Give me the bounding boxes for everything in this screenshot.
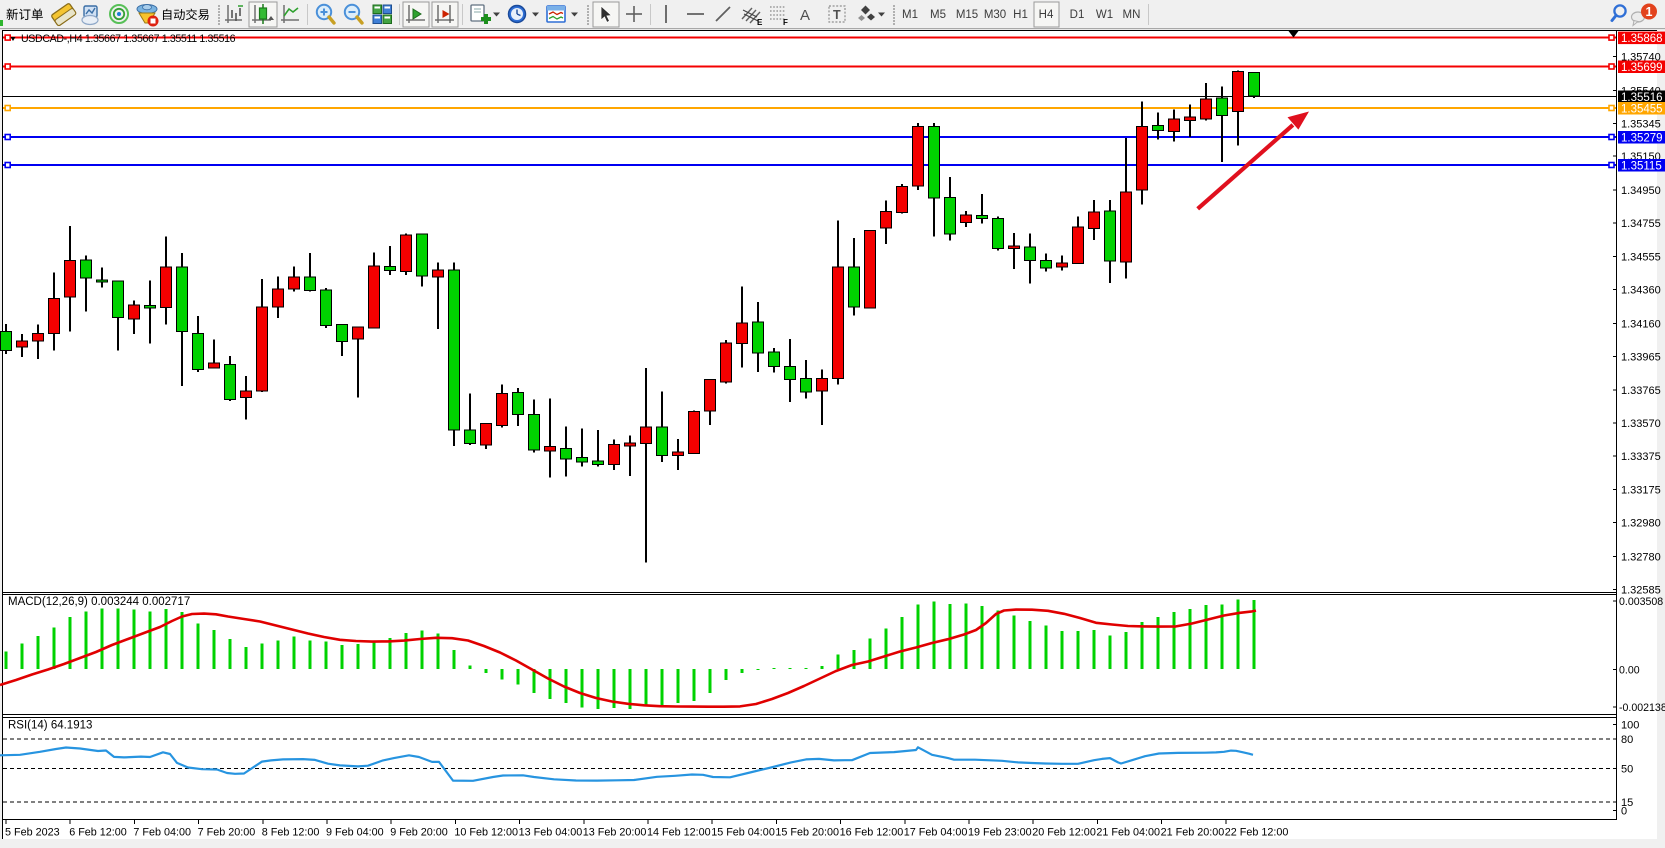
svg-text:M30: M30 [984, 9, 1006, 21]
svg-text:1.35345: 1.35345 [1621, 118, 1661, 130]
svg-text:19 Feb 23:00: 19 Feb 23:00 [968, 827, 1032, 839]
svg-text:1.34160: 1.34160 [1621, 318, 1661, 330]
svg-text:1.33965: 1.33965 [1621, 351, 1661, 363]
svg-text:A: A [800, 7, 810, 24]
svg-text:-0.002138: -0.002138 [1619, 702, 1665, 714]
svg-text:W1: W1 [1096, 9, 1113, 21]
svg-text:M5: M5 [930, 9, 946, 21]
svg-text:1.33570: 1.33570 [1621, 418, 1661, 430]
svg-text:7 Feb 20:00: 7 Feb 20:00 [198, 827, 256, 839]
svg-text:D1: D1 [1070, 9, 1085, 21]
svg-text:1.33375: 1.33375 [1621, 451, 1661, 463]
svg-text:1.32980: 1.32980 [1621, 518, 1661, 530]
svg-text:1.35115: 1.35115 [1621, 160, 1662, 172]
svg-text:17 Feb 04:00: 17 Feb 04:00 [904, 827, 968, 839]
svg-text:1.35455: 1.35455 [1621, 103, 1663, 115]
svg-text:9 Feb 20:00: 9 Feb 20:00 [390, 827, 448, 839]
svg-text:MN: MN [1123, 9, 1141, 21]
svg-text:1.33175: 1.33175 [1621, 485, 1661, 497]
svg-text:16 Feb 12:00: 16 Feb 12:00 [840, 827, 904, 839]
svg-text:T: T [833, 8, 841, 22]
svg-text:1.35279: 1.35279 [1621, 132, 1663, 144]
svg-text:1.35516: 1.35516 [1621, 92, 1663, 104]
svg-text:21 Feb 04:00: 21 Feb 04:00 [1096, 827, 1160, 839]
svg-text:H4: H4 [1039, 9, 1054, 21]
svg-text:1.34360: 1.34360 [1621, 285, 1661, 297]
svg-text:5 Feb 2023: 5 Feb 2023 [5, 827, 60, 839]
svg-text:0.003508: 0.003508 [1619, 596, 1663, 608]
svg-text:22 Feb 12:00: 22 Feb 12:00 [1225, 827, 1289, 839]
svg-text:1.34555: 1.34555 [1621, 252, 1661, 264]
svg-text:10 Feb 12:00: 10 Feb 12:00 [454, 827, 518, 839]
svg-text:F: F [783, 18, 788, 27]
svg-text:8 Feb 12:00: 8 Feb 12:00 [262, 827, 320, 839]
svg-text:1.32585: 1.32585 [1621, 584, 1661, 596]
svg-text:15 Feb 20:00: 15 Feb 20:00 [775, 827, 839, 839]
svg-text:100: 100 [1621, 720, 1639, 732]
svg-text:13 Feb 04:00: 13 Feb 04:00 [519, 827, 583, 839]
svg-text:M15: M15 [956, 9, 978, 21]
svg-text:1: 1 [1646, 5, 1653, 19]
svg-text:13 Feb 20:00: 13 Feb 20:00 [583, 827, 647, 839]
svg-text:9 Feb 04:00: 9 Feb 04:00 [326, 827, 384, 839]
svg-text:50: 50 [1621, 764, 1633, 776]
svg-text:1.34950: 1.34950 [1621, 185, 1661, 197]
svg-text:6 Feb 12:00: 6 Feb 12:00 [69, 827, 127, 839]
svg-text:1.35699: 1.35699 [1621, 62, 1663, 74]
svg-text:USDCAD-,H4 1.35667 1.35667 1.: USDCAD-,H4 1.35667 1.35667 1.35511 1.355… [21, 33, 236, 45]
svg-text:E: E [757, 18, 763, 27]
svg-text:1.35868: 1.35868 [1621, 33, 1663, 45]
svg-text:15: 15 [1621, 797, 1633, 809]
svg-text:21 Feb 20:00: 21 Feb 20:00 [1161, 827, 1225, 839]
svg-text:H1: H1 [1013, 9, 1028, 21]
svg-text:MACD(12,26,9) 0.003244 0.00271: MACD(12,26,9) 0.003244 0.002717 [8, 596, 190, 608]
svg-text:80: 80 [1621, 734, 1633, 746]
svg-text:0: 0 [1621, 806, 1627, 818]
svg-text:14 Feb 12:00: 14 Feb 12:00 [647, 827, 711, 839]
svg-text:M1: M1 [902, 9, 918, 21]
svg-text:1.32780: 1.32780 [1621, 551, 1661, 563]
svg-text:15 Feb 04:00: 15 Feb 04:00 [711, 827, 775, 839]
svg-text:1.33765: 1.33765 [1621, 385, 1661, 397]
svg-text:0.00: 0.00 [1619, 665, 1640, 677]
svg-text:20 Feb 12:00: 20 Feb 12:00 [1032, 827, 1096, 839]
svg-text:RSI(14) 64.1913: RSI(14) 64.1913 [8, 720, 92, 732]
svg-text:7 Feb 04:00: 7 Feb 04:00 [133, 827, 191, 839]
svg-text:1.34755: 1.34755 [1621, 218, 1661, 230]
